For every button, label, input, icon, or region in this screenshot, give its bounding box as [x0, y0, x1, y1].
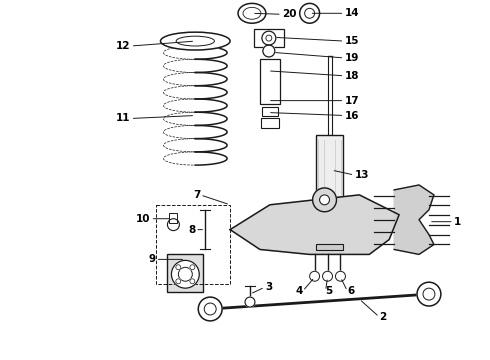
Text: 18: 18 [344, 71, 359, 81]
Circle shape [300, 3, 319, 23]
Circle shape [263, 45, 275, 57]
Text: 7: 7 [193, 190, 200, 200]
Bar [170, 213, 177, 223]
Circle shape [319, 195, 329, 205]
Circle shape [198, 297, 222, 321]
Text: 8: 8 [188, 225, 196, 235]
Bar [316, 135, 343, 244]
Bar [254, 29, 284, 47]
Circle shape [190, 279, 195, 284]
Ellipse shape [238, 3, 266, 23]
Circle shape [245, 297, 255, 307]
Text: 17: 17 [344, 96, 359, 105]
Ellipse shape [161, 32, 230, 50]
Polygon shape [394, 185, 434, 255]
Text: 16: 16 [344, 111, 359, 121]
Circle shape [172, 260, 199, 288]
Circle shape [176, 265, 181, 270]
Circle shape [322, 271, 333, 281]
Text: 2: 2 [379, 312, 387, 322]
Text: 5: 5 [325, 286, 333, 296]
Circle shape [336, 271, 345, 281]
Circle shape [168, 219, 179, 231]
Text: 19: 19 [344, 53, 359, 63]
Bar [155, 205, 230, 284]
Text: 3: 3 [265, 282, 272, 292]
Bar [261, 118, 279, 129]
Polygon shape [230, 195, 399, 255]
Text: 11: 11 [116, 113, 131, 123]
Text: 20: 20 [282, 9, 296, 19]
Circle shape [313, 188, 337, 212]
Bar [168, 255, 203, 292]
Text: 15: 15 [344, 36, 359, 46]
Circle shape [310, 271, 319, 281]
Text: 1: 1 [454, 217, 461, 227]
Text: 14: 14 [344, 8, 359, 18]
Text: 13: 13 [354, 170, 369, 180]
Circle shape [190, 265, 195, 270]
Circle shape [417, 282, 441, 306]
Bar [327, 56, 332, 135]
Bar [262, 107, 278, 117]
Bar [260, 59, 280, 104]
Text: 12: 12 [116, 41, 131, 51]
Circle shape [262, 31, 276, 45]
Bar [316, 244, 343, 251]
Text: 9: 9 [148, 255, 155, 264]
Text: 10: 10 [136, 214, 150, 224]
Circle shape [176, 279, 181, 284]
Text: 4: 4 [295, 286, 303, 296]
Text: 6: 6 [347, 286, 355, 296]
